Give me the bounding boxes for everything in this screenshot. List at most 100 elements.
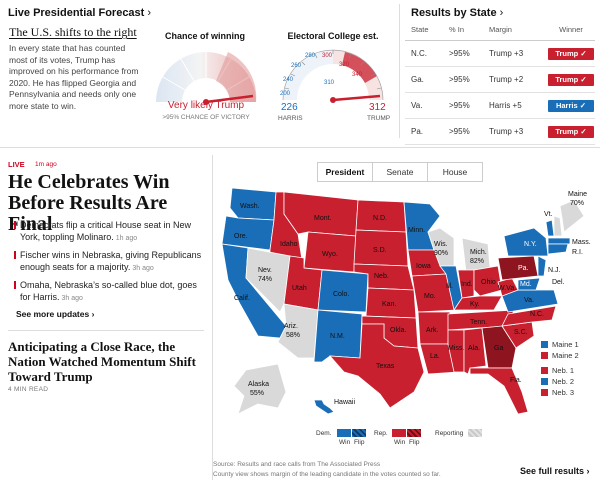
label-nm: N.M. [330,333,345,340]
label-nc: N.C. [530,311,544,318]
state-texas[interactable] [329,323,425,409]
district-swatch [541,352,548,359]
label-ny: N.Y. [524,241,537,248]
table-row[interactable]: Pa. >95% Trump +3 Trump ✓ [405,118,595,145]
tab-house[interactable]: House [442,167,468,177]
state-alaska[interactable] [233,363,287,415]
update-time: 1h ago [115,235,138,242]
main-headline[interactable]: He Celebrates Win Before Results Are Fin… [8,171,170,235]
label-fla: Fla. [510,377,522,384]
section-divider [0,147,600,148]
label-la: La. [430,353,440,360]
electoral-gauge [282,49,384,103]
state-cell: Ga. [405,66,449,93]
district-label: Maine 2 [552,351,579,360]
state-md[interactable] [517,277,541,291]
see-more-updates-link[interactable]: See more updates › [16,309,94,319]
chevron-right-icon: › [586,466,590,476]
legend-dem-flip-swatch [352,429,366,437]
label-minn: Minn. [408,227,425,234]
update-item[interactable]: Omaha, Nebraska’s so-called blue dot, go… [14,279,204,305]
label-wva: W.Va. [498,285,516,292]
tab-senate[interactable]: Senate [373,163,428,181]
table-row[interactable]: Va. >95% Harris +5 Harris ✓ [405,92,595,119]
us-results-map[interactable]: Wash. Ore. Calif. Idaho Nev. 74% Mont. W… [218,186,596,422]
winner-badge: Harris ✓ [548,99,594,112]
state-nj[interactable] [537,255,547,277]
update-text: Omaha, Nebraska’s so-called blue dot, go… [20,280,197,302]
state-cell: N.C. [405,40,449,67]
label-va: Va. [524,297,534,304]
state-nev[interactable] [245,247,291,313]
ec-tick-260: 260 [291,63,302,69]
state-ri-ct[interactable] [547,243,569,255]
ec-tick-200: 200 [280,91,291,97]
table-row[interactable]: Ga. >95% Trump +2 Trump ✓ [405,66,595,93]
update-item[interactable]: Democrats flip a critical House seat in … [14,219,204,245]
col-winner: Winner [547,22,595,41]
pct-cell: >95% [449,40,489,67]
label-wash: Wash. [240,203,260,210]
story-divider [8,330,204,331]
forecast-body: In every state that has counted most of … [9,43,139,111]
label-ri: R.I. [572,249,583,256]
ec-tick-340: 340 [352,72,363,78]
label-tenn: Tenn. [470,319,487,326]
see-full-results-label: See full results [520,466,585,476]
state-nh[interactable] [553,215,563,237]
state-fla[interactable] [469,367,529,415]
table-row[interactable]: N.C. >95% Trump +3 Trump ✓ [405,40,595,67]
legend-flip: Flip [354,439,365,446]
forecast-headline[interactable]: The U.S. shifts to the right [9,25,137,39]
legend-rep: Rep. [374,430,388,437]
race-tabs: President Senate House [317,162,483,182]
update-text: Fischer wins in Nebraska, giving Republi… [20,250,202,272]
state-ariz[interactable] [277,303,319,359]
update-text: Democrats flip a critical House seat in … [20,220,192,242]
state-nc[interactable] [501,305,557,327]
tab-president[interactable]: President [318,163,373,181]
read-time: 4 MIN READ [8,386,49,393]
district-swatch [541,367,548,374]
state-mont[interactable] [283,191,359,237]
district-label: Neb. 1 [552,366,575,375]
label-ind: Ind. [461,281,473,288]
label-ariz: Ariz. [284,323,298,330]
label-hawaii: Hawaii [334,399,355,406]
state-vt[interactable] [545,219,555,237]
label-ark: Ark. [426,327,439,334]
state-ny[interactable] [503,227,549,257]
label-wyo: Wyo. [322,251,338,258]
forecast-header[interactable]: Live Presidential Forecast › [8,7,151,19]
state-ga[interactable] [481,325,517,369]
label-nev-pct: 74% [258,276,272,283]
results-header[interactable]: Results by State › [411,7,503,19]
state-ind[interactable] [457,269,475,299]
legend-win: Win [339,439,351,446]
state-ky[interactable] [453,295,503,311]
update-item[interactable]: Fischer wins in Nebraska, giving Republi… [14,249,204,275]
label-wis: Wis. [434,241,448,248]
second-headline[interactable]: Anticipating a Close Race, the Nation Wa… [8,339,196,384]
margin-cell: Trump +3 [489,40,547,67]
results-header-label: Results by State [411,7,497,19]
label-utah: Utah [292,285,307,292]
harris-ec-label: HARRIS [278,115,303,122]
see-full-results-link[interactable]: See full results › [520,466,590,476]
label-sc: S.C. [514,329,528,336]
pct-cell: >95% [449,118,489,145]
state-maine[interactable] [559,199,585,233]
label-ga: Ga [494,345,503,352]
col-margin: Margin [489,22,547,41]
label-vt: Vt. [544,211,553,218]
state-cell: Pa. [405,118,449,145]
state-mass[interactable] [547,237,571,245]
state-ohio[interactable] [473,265,503,297]
state-miss[interactable] [447,329,465,373]
label-sd: S.D. [373,247,387,254]
chevron-right-icon: › [147,7,152,19]
pct-cell: >95% [449,66,489,93]
state-hawaii[interactable] [313,399,335,415]
label-miss: Miss. [448,345,464,352]
ec-tick-310: 310 [324,80,335,86]
